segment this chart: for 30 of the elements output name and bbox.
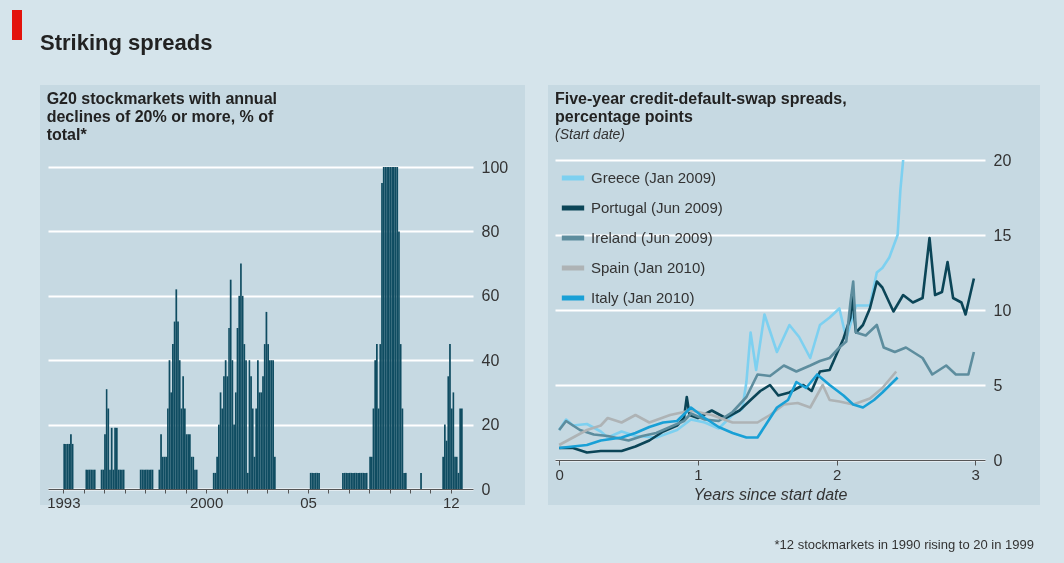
y-tick-label: 20 — [993, 151, 1012, 169]
y-tick-label: 15 — [993, 226, 1012, 244]
x-tick-label: 1993 — [47, 493, 81, 511]
y-tick-label: 20 — [481, 416, 500, 434]
x-tick-label: 3 — [971, 465, 980, 483]
y-tick-label: 80 — [481, 222, 500, 240]
x-tick-label: 2 — [832, 465, 842, 483]
x-axis-title: Years since start date — [693, 485, 848, 503]
legend-label: Portugal (Jun 2009) — [591, 199, 723, 216]
chart-title: Striking spreads — [40, 30, 213, 56]
chart-subtitle: (Start date) — [554, 126, 626, 142]
x-tick-label: 12 — [442, 493, 460, 511]
legend-label: Ireland (Jun 2009) — [591, 229, 713, 246]
y-tick-label: 100 — [481, 158, 509, 176]
legend-label: Spain (Jan 2010) — [591, 259, 706, 276]
chart-title: Five-year credit-default-swap spreads, percentage points — [554, 90, 847, 125]
y-tick-label: 0 — [481, 480, 491, 498]
y-tick-label: 0 — [993, 451, 1003, 469]
chart-subtitle: G20 stockmarkets with annual declines of 20% or more, % of total* — [46, 90, 277, 143]
x-tick-label: 0 — [555, 465, 564, 483]
y-tick-label: 10 — [993, 301, 1012, 319]
legend-label: Greece (Jan 2009) — [591, 169, 717, 186]
x-tick-label: 05 — [300, 493, 317, 511]
x-tick-label: 2000 — [189, 493, 224, 511]
y-tick-label: 40 — [481, 351, 500, 369]
legend-label: Italy (Jan 2010) — [591, 289, 695, 306]
y-tick-label: 5 — [993, 376, 1003, 394]
y-tick-label: 60 — [481, 287, 500, 305]
text: *12 stockmarkets in 1990 rising to 20 in 1999 — [774, 537, 1034, 552]
x-tick-label: 1 — [694, 465, 703, 483]
